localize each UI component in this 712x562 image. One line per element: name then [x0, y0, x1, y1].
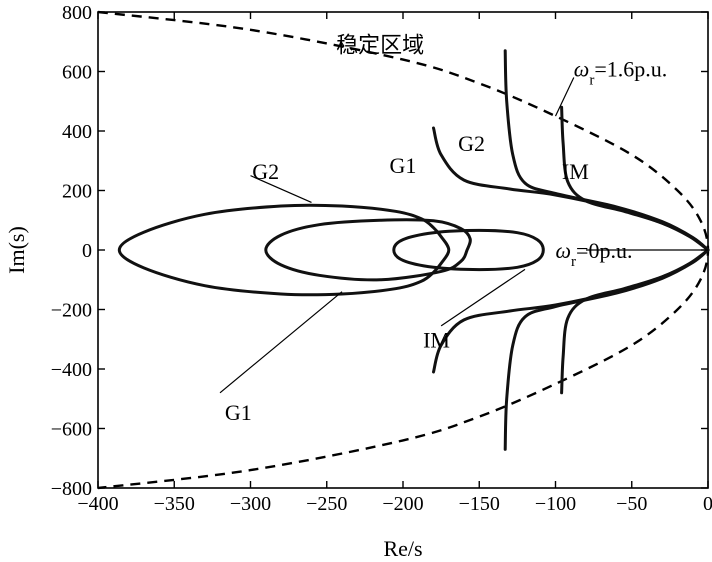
annotation-g2_right: G2	[458, 131, 485, 156]
im-upper-branch	[560, 105, 710, 252]
im-lower-branch	[560, 248, 710, 395]
omega-subscript: r	[571, 254, 576, 270]
annotation-im_right: IM	[562, 159, 589, 184]
x-tick-label: −400	[77, 493, 118, 515]
y-tick-label: −800	[51, 478, 92, 500]
y-tick-label: 0	[82, 240, 92, 262]
x-tick-label: 0	[703, 493, 712, 515]
x-tick-label: −250	[306, 493, 347, 515]
omega-value: =0p.u.	[576, 238, 632, 263]
omega-symbol: ω	[556, 238, 572, 263]
x-tick-label: −50	[616, 493, 647, 515]
x-tick-label: −200	[382, 493, 423, 515]
y-tick-label: −200	[51, 300, 92, 322]
annotation-g2_left: G2	[252, 159, 279, 184]
omega-value: =1.6p.u.	[594, 57, 667, 82]
annotation-stable_region: 稳定区域	[336, 34, 424, 59]
g2-low-speed-loop	[264, 218, 472, 282]
annotation-g1_left: G1	[225, 400, 252, 425]
annotation-leader-line	[440, 268, 526, 327]
x-tick-label: −350	[154, 493, 195, 515]
y-tick-label: 200	[62, 181, 92, 203]
omega-symbol: ω	[574, 57, 590, 82]
g2-lower-branch	[503, 248, 710, 451]
annotation-wr_high: ωr=1.6p.u.	[574, 57, 667, 89]
y-tick-label: 400	[62, 121, 92, 143]
y-axis-title: Im(s)	[4, 226, 29, 274]
y-tick-label: −600	[51, 419, 92, 441]
x-tick-label: −150	[459, 493, 500, 515]
annotation-wr_zero: ωr=0p.u.	[556, 238, 633, 270]
annotation-leader-line	[219, 291, 343, 394]
im-low-speed-loop	[392, 228, 545, 272]
g1-low-speed-loop	[117, 203, 451, 297]
annotation-im_left: IM	[423, 327, 450, 352]
annotation-leader-line	[554, 77, 575, 117]
x-tick-label: −100	[535, 493, 576, 515]
annotation-leader-line	[250, 175, 312, 203]
omega-subscript: r	[589, 73, 594, 89]
x-axis-title: Re/s	[383, 536, 422, 561]
x-tick-label: −300	[230, 493, 271, 515]
y-tick-label: 800	[62, 2, 92, 24]
y-tick-label: −400	[51, 359, 92, 381]
y-tick-label: 600	[62, 62, 92, 84]
annotation-g1_right: G1	[390, 153, 417, 178]
